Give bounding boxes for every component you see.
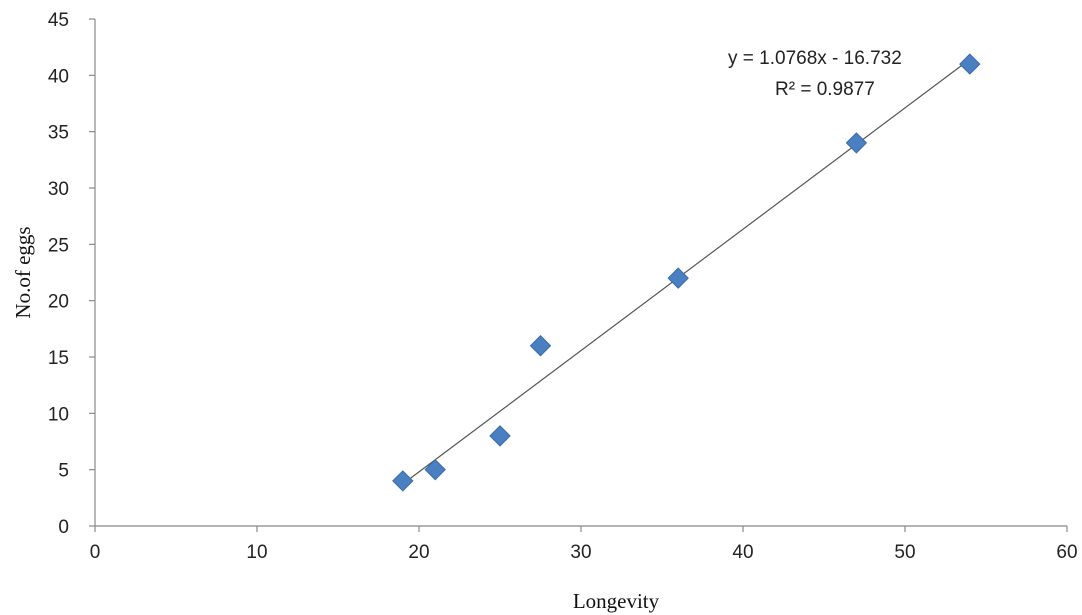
y-tick-label: 35 [48, 123, 69, 144]
y-axis-title: No.of eggs [11, 226, 35, 318]
x-tick-label: 0 [90, 542, 101, 563]
y-tick-label: 25 [48, 235, 69, 256]
data-point [489, 425, 511, 447]
trendline [402, 58, 971, 485]
data-point [392, 470, 414, 492]
y-tick-label: 45 [48, 10, 69, 31]
x-tick-label: 20 [408, 542, 429, 563]
y-tick-label: 15 [48, 348, 69, 369]
y-tick-label: 5 [58, 461, 69, 482]
x-tick-label: 40 [732, 542, 753, 563]
x-axis-title: Longevity [573, 589, 660, 613]
y-tick-label: 40 [48, 66, 69, 87]
data-point [424, 458, 446, 481]
trendline-equation: y = 1.0768x - 16.732 [728, 48, 902, 69]
y-tick-label: 10 [48, 404, 69, 425]
data-point [959, 53, 981, 75]
data-point [845, 132, 868, 154]
x-tick-label: 10 [246, 542, 267, 563]
trendline-r-squared: R² = 0.9877 [775, 79, 875, 100]
y-tick-label: 30 [48, 179, 69, 200]
x-tick-label: 30 [570, 542, 591, 563]
x-tick-label: 50 [894, 542, 915, 563]
data-points [392, 53, 981, 492]
x-tick-label: 60 [1056, 542, 1077, 563]
y-axis-ticks: 0 5 10 15 20 25 30 35 40 45 [48, 10, 95, 538]
y-tick-label: 20 [48, 292, 69, 313]
data-point [529, 335, 552, 357]
x-axis-ticks: 0 10 20 30 40 50 60 [90, 526, 1078, 563]
data-point [667, 267, 689, 289]
y-tick-label: 0 [58, 517, 69, 538]
